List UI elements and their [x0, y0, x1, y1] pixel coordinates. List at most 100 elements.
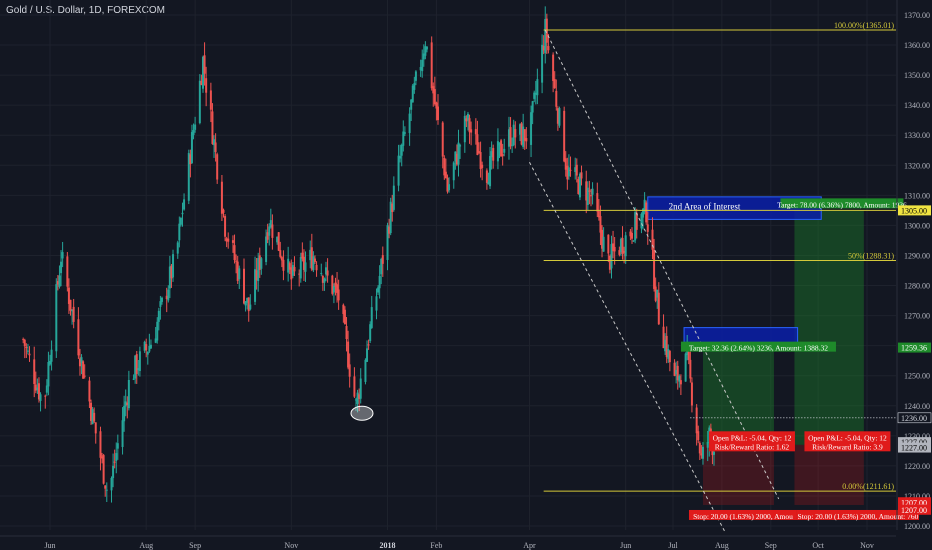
candle-body	[336, 284, 339, 293]
position1-target-label[interactable]: Target: 32.36 (2.64%) 3236, Amount: 1388…	[680, 341, 836, 353]
position2-target-label[interactable]: Target: 78.00 (6.36%) 7800, Amount: 1936	[777, 198, 907, 209]
candle-body	[309, 249, 312, 261]
candle-body	[353, 376, 356, 397]
fib-level-label: 50%(1288.31)	[848, 252, 894, 261]
candle-body	[596, 193, 599, 212]
price-tag[interactable]	[898, 437, 931, 448]
candle-body	[342, 304, 345, 315]
candle-body	[93, 412, 96, 422]
time-tick-label: Aug	[139, 541, 153, 550]
candle-body	[489, 156, 492, 187]
candle-body	[80, 357, 83, 363]
price-tag[interactable]	[898, 504, 931, 515]
candle-body	[358, 394, 361, 399]
price-tag[interactable]	[898, 342, 931, 353]
candle-body	[667, 349, 670, 359]
price-axis[interactable]: 1370.00 1360.00 1350.00 1340.00 1330.00 1320.…	[896, 0, 932, 531]
candle-body	[446, 177, 449, 192]
candle-body	[91, 409, 94, 425]
candle-body	[463, 115, 466, 143]
candle-body	[269, 220, 272, 228]
candle-body	[189, 154, 192, 165]
position2-stop-label[interactable]: Stop: 20.00 (1.63%) 2000, Amount: 760	[796, 509, 919, 521]
candle-body	[33, 359, 36, 385]
candle-body	[664, 339, 667, 352]
candle-body	[58, 275, 61, 287]
candle-body	[662, 326, 665, 349]
time-axis[interactable]: Jun Aug Sep Nov 2018 Feb Apr Jun Jul Aug Sep Oct Nov	[0, 535, 896, 550]
candle-body	[675, 370, 678, 375]
candle-body	[277, 232, 280, 251]
candle-body	[665, 335, 668, 358]
chart-title: Gold / U.S. Dollar, 1D, FOREXCOM	[6, 5, 165, 16]
position1-stop-label[interactable]: Stop: 20.00 (1.63%) 2000, Amou	[688, 509, 797, 521]
price-tag[interactable]	[898, 205, 931, 216]
candle-body	[496, 141, 499, 162]
candle-body	[83, 375, 86, 377]
candle-body	[601, 229, 604, 249]
position2-stop-area	[794, 444, 864, 505]
candle-body	[369, 324, 372, 342]
candle-body	[531, 101, 534, 113]
fib-level-label: 100.00%(1365.01)	[834, 21, 894, 30]
time-tick-label: Sep	[765, 541, 777, 550]
candle-body	[578, 173, 581, 198]
candle-body	[266, 232, 269, 240]
candle-body	[490, 151, 493, 158]
price-tick-label: 1200.00	[904, 522, 930, 531]
candle-body	[187, 153, 190, 201]
candle-body	[470, 129, 473, 133]
candle-body	[127, 379, 130, 409]
candle-body	[635, 212, 638, 230]
candle-body	[530, 112, 533, 145]
candle-body	[618, 250, 621, 255]
candle-body	[377, 287, 380, 293]
candle-body	[507, 129, 510, 147]
candle-body	[411, 85, 414, 103]
candle-body	[168, 266, 171, 289]
candle-body	[588, 190, 591, 192]
position2-pnl-label-bg	[804, 431, 891, 452]
candle-body	[640, 213, 643, 229]
candle-body	[61, 252, 64, 259]
price-tag[interactable]	[897, 412, 932, 424]
candle-body	[178, 223, 181, 241]
candle-body	[443, 157, 446, 176]
candle-body	[367, 344, 370, 346]
candle-body	[293, 266, 296, 272]
drawing-tools[interactable]: 100.00%(1365.01) 50%(1288.31) 0.00%(1211.6…	[350, 21, 919, 533]
candle-body	[612, 243, 615, 251]
candle-body	[60, 261, 63, 274]
candle-body	[552, 54, 555, 81]
candle-body	[599, 216, 602, 233]
candle-body	[176, 242, 179, 254]
candle-body	[135, 354, 138, 374]
candle-body	[315, 264, 318, 271]
candle-body	[247, 297, 250, 312]
candle-body	[345, 325, 348, 340]
candle-body	[334, 282, 337, 287]
candle-body	[433, 89, 436, 105]
candle-body	[388, 226, 391, 234]
candle-body	[651, 229, 654, 250]
position2-stop-label-text: Stop: 20.00 (1.63%) 2000, Amount: 760	[798, 512, 919, 521]
candle-body	[536, 79, 539, 96]
fib-level-label: 0.00%(1211.61)	[842, 482, 894, 491]
candle-body	[254, 269, 257, 302]
candle-body	[555, 90, 558, 107]
time-tick-label: Apr	[523, 541, 536, 550]
candle-body	[224, 216, 227, 237]
candle-body	[115, 453, 118, 461]
candle-body	[198, 80, 201, 124]
candle-body	[500, 140, 503, 157]
candle-body	[459, 145, 462, 147]
candle-body	[34, 384, 37, 391]
candle-body	[282, 259, 285, 271]
candle-body	[676, 365, 679, 381]
candle-body	[55, 284, 58, 352]
price-tag[interactable]	[898, 497, 931, 508]
price-tag[interactable]	[898, 442, 931, 453]
